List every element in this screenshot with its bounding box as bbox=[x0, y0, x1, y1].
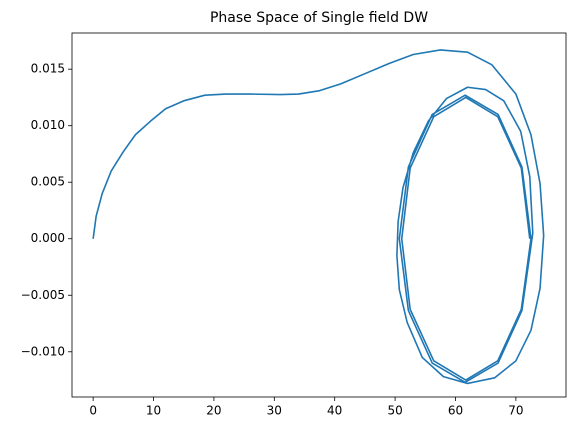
y-tick-label: 0.015 bbox=[31, 62, 65, 76]
line bbox=[92, 49, 545, 385]
x-tick-label: 0 bbox=[89, 404, 97, 418]
y-tick-label: 0.005 bbox=[31, 175, 65, 189]
y-tick-label: 0.010 bbox=[31, 118, 65, 132]
y-tick-label: −0.010 bbox=[21, 344, 65, 358]
x-tick-label: 70 bbox=[508, 404, 523, 418]
x-tick-label: 20 bbox=[206, 404, 221, 418]
y-tick-label: 0.000 bbox=[31, 231, 65, 245]
chart-title: Phase Space of Single field DW bbox=[210, 10, 428, 26]
x-tick-label: 60 bbox=[448, 404, 463, 418]
x-tick-label: 30 bbox=[267, 404, 282, 418]
x-tick-label: 10 bbox=[146, 404, 161, 418]
x-tick-label: 40 bbox=[327, 404, 342, 418]
x-tick-label: 50 bbox=[387, 404, 402, 418]
y-tick-label: −0.005 bbox=[21, 288, 65, 302]
axes-frame bbox=[71, 32, 567, 398]
